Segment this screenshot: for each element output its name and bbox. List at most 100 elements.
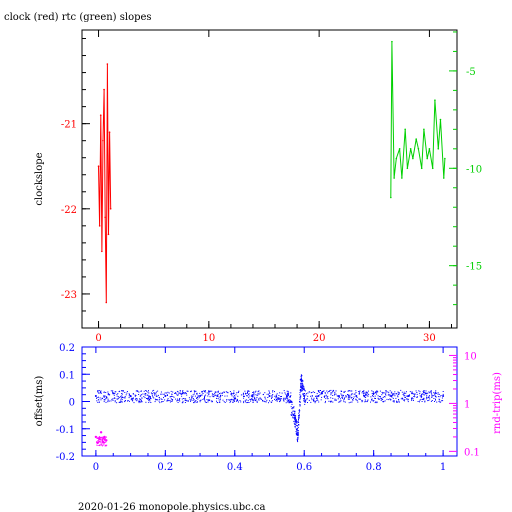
offset-point bbox=[378, 396, 380, 397]
offset-point bbox=[429, 398, 431, 400]
offset-point bbox=[343, 397, 345, 399]
offset-point bbox=[356, 400, 358, 402]
offset-sample bbox=[303, 395, 306, 398]
rndtrip-point bbox=[101, 443, 103, 445]
rndtrip-point bbox=[106, 444, 108, 446]
offset-point bbox=[442, 393, 444, 395]
offset-point bbox=[377, 391, 379, 393]
offset-point bbox=[215, 392, 217, 394]
offset-point bbox=[379, 390, 381, 392]
offset-point bbox=[326, 390, 328, 392]
offset-point bbox=[367, 390, 369, 392]
rndtrip-point bbox=[98, 437, 100, 439]
offset-point bbox=[300, 383, 302, 385]
offset-point bbox=[341, 395, 343, 397]
offset-point bbox=[372, 395, 374, 396]
offset-point bbox=[155, 393, 157, 395]
offset-point bbox=[344, 401, 346, 403]
offset-point bbox=[413, 393, 415, 395]
offset-point bbox=[294, 416, 296, 418]
offset-sample bbox=[112, 392, 115, 395]
offset-point bbox=[297, 434, 299, 436]
rndtrip-point bbox=[97, 436, 99, 438]
offset-point bbox=[425, 390, 427, 392]
offset-point bbox=[96, 400, 98, 402]
offset-point bbox=[272, 391, 274, 393]
offset-point bbox=[382, 392, 384, 394]
offset-point bbox=[240, 394, 242, 396]
offset-point bbox=[301, 380, 303, 382]
offset-point bbox=[132, 397, 134, 399]
offset-point bbox=[264, 398, 266, 400]
offset-sample bbox=[199, 395, 202, 398]
rndtrip-point bbox=[103, 443, 105, 445]
offset-point bbox=[255, 394, 257, 396]
offset-point bbox=[295, 419, 297, 421]
offset-point bbox=[199, 401, 201, 403]
offset-point bbox=[289, 396, 290, 398]
offset-point bbox=[239, 400, 241, 401]
offset-point bbox=[334, 391, 336, 393]
offset-point bbox=[179, 400, 181, 402]
offset-point bbox=[301, 390, 303, 392]
series-point-rtc bbox=[423, 128, 425, 131]
offset-sample bbox=[94, 395, 97, 398]
offset-point bbox=[98, 392, 100, 394]
offset-point bbox=[294, 411, 296, 413]
offset-point bbox=[288, 401, 290, 402]
offset-point bbox=[307, 395, 309, 397]
offset-point bbox=[297, 441, 299, 443]
offset-point bbox=[389, 394, 391, 396]
offset-point bbox=[294, 417, 296, 419]
rndtrip-point bbox=[100, 441, 101, 443]
offset-point bbox=[295, 418, 297, 420]
series-point-clock bbox=[99, 114, 102, 116]
offset-point bbox=[256, 397, 258, 399]
offset-point bbox=[178, 399, 180, 401]
offset-point bbox=[372, 394, 374, 395]
offset-point bbox=[153, 392, 155, 394]
offset-point bbox=[204, 391, 206, 393]
bottom-x-tick-label: 0.8 bbox=[366, 462, 382, 473]
offset-point bbox=[442, 400, 444, 402]
offset-point bbox=[350, 390, 352, 392]
offset-point bbox=[313, 400, 315, 401]
offset-point bbox=[171, 399, 173, 401]
offset-point bbox=[329, 400, 331, 402]
offset-point bbox=[179, 390, 181, 392]
offset-sample bbox=[251, 395, 254, 398]
offset-point bbox=[148, 390, 149, 392]
top-y-tick-label: -22 bbox=[61, 205, 77, 216]
offset-point bbox=[250, 399, 252, 401]
offset-point bbox=[302, 389, 304, 391]
rndtrip-point bbox=[100, 443, 102, 445]
bottom-x-tick-label: 0.6 bbox=[296, 462, 312, 473]
series-point-rtc bbox=[412, 157, 414, 160]
top-x-tick-label: 30 bbox=[423, 333, 436, 344]
offset-point bbox=[330, 389, 332, 391]
offset-point bbox=[290, 396, 291, 397]
offset-point bbox=[187, 400, 189, 402]
rndtrip-point bbox=[96, 438, 98, 439]
offset-point bbox=[335, 399, 337, 401]
offset-point bbox=[407, 398, 409, 400]
offset-point bbox=[233, 395, 235, 397]
offset-point bbox=[149, 396, 151, 398]
offset-point bbox=[310, 392, 312, 394]
offset-point bbox=[287, 392, 289, 394]
offset-point bbox=[367, 395, 369, 397]
offset-sample bbox=[164, 395, 167, 398]
offset-point bbox=[321, 391, 323, 393]
offset-point bbox=[230, 394, 232, 396]
offset-point bbox=[296, 432, 298, 434]
offset-point bbox=[324, 395, 326, 397]
series-line-clock bbox=[98, 64, 112, 303]
offset-point bbox=[341, 394, 343, 396]
offset-point bbox=[202, 399, 204, 400]
offset-point bbox=[409, 391, 411, 393]
offset-point bbox=[149, 396, 151, 398]
offset-point bbox=[371, 398, 372, 400]
offset-point bbox=[300, 390, 302, 392]
offset-point bbox=[118, 391, 120, 393]
offset-point bbox=[243, 395, 245, 397]
